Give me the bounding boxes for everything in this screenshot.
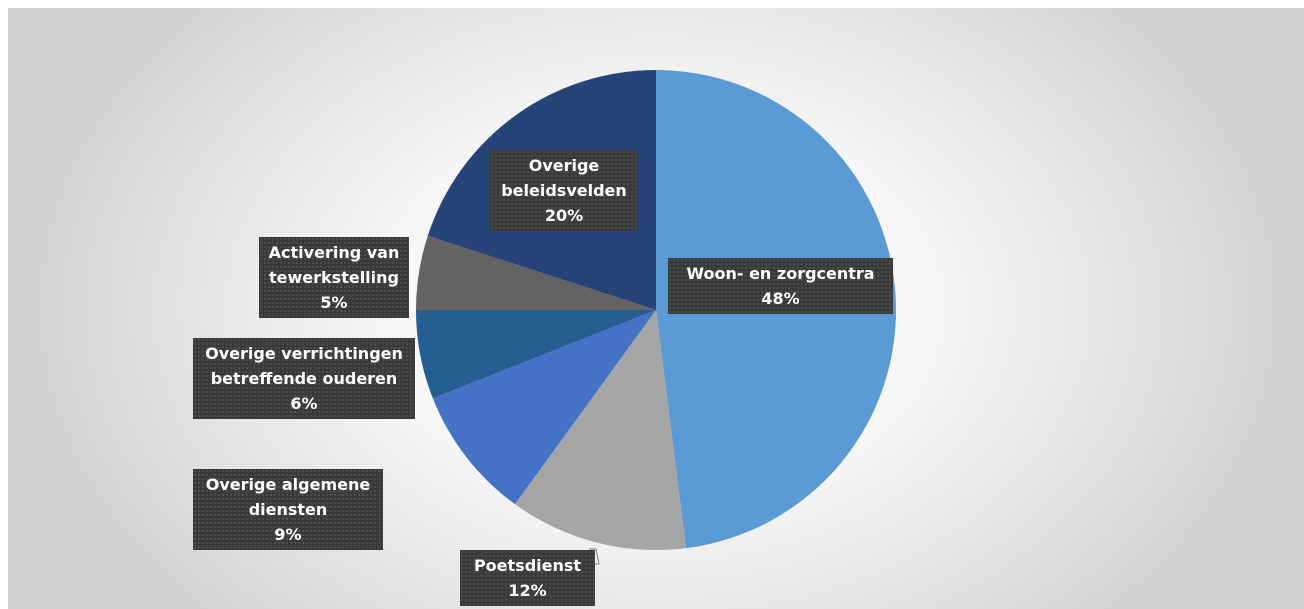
label-line: betreffende ouderen (210, 369, 398, 388)
label-line: Overige verrichtingen (205, 344, 403, 363)
label-line: Woon- en zorgcentra (686, 264, 875, 283)
data-label-woon-en-zorgcentra: Woon- en zorgcentra 48% (668, 258, 893, 314)
label-line: Overige (528, 156, 600, 175)
label-line: beleidsvelden (501, 181, 627, 200)
pie-slice-poetsdienst (514, 310, 687, 551)
label-value: 48% (761, 289, 800, 308)
pie-slice-activering-van-tewerkstelling (416, 235, 656, 310)
data-label-activering-van-tewerkstelling: Activering van tewerkstelling 5% (259, 237, 409, 318)
label-line: diensten (248, 500, 328, 519)
pie-slice-overige-algemene-diensten (432, 310, 656, 505)
label-value: 5% (320, 293, 348, 312)
label-value: 6% (290, 394, 318, 413)
data-label-poetsdienst: Poetsdienst 12% (460, 550, 595, 606)
label-line: Activering van (268, 243, 400, 262)
label-value: 20% (544, 206, 584, 225)
label-line: Overige algemene (205, 475, 371, 494)
data-label-overige-beleidsvelden: Overige beleidsvelden 20% (490, 150, 638, 231)
label-line: Poetsdienst (473, 556, 582, 575)
label-value: 12% (508, 581, 547, 600)
data-label-overige-algemene-diensten: Overige algemene diensten 9% (193, 469, 383, 550)
chart-area: Woon- en zorgcentra 48% Poetsdienst 12% … (8, 8, 1304, 609)
pie-slice-overige-verrichtingen-betreffende-ouderen (416, 310, 656, 399)
label-line: tewerkstelling (269, 268, 399, 287)
data-label-overige-verrichtingen-ouderen: Overige verrichtingen betreffende oudere… (193, 338, 415, 419)
label-value: 9% (274, 525, 302, 544)
